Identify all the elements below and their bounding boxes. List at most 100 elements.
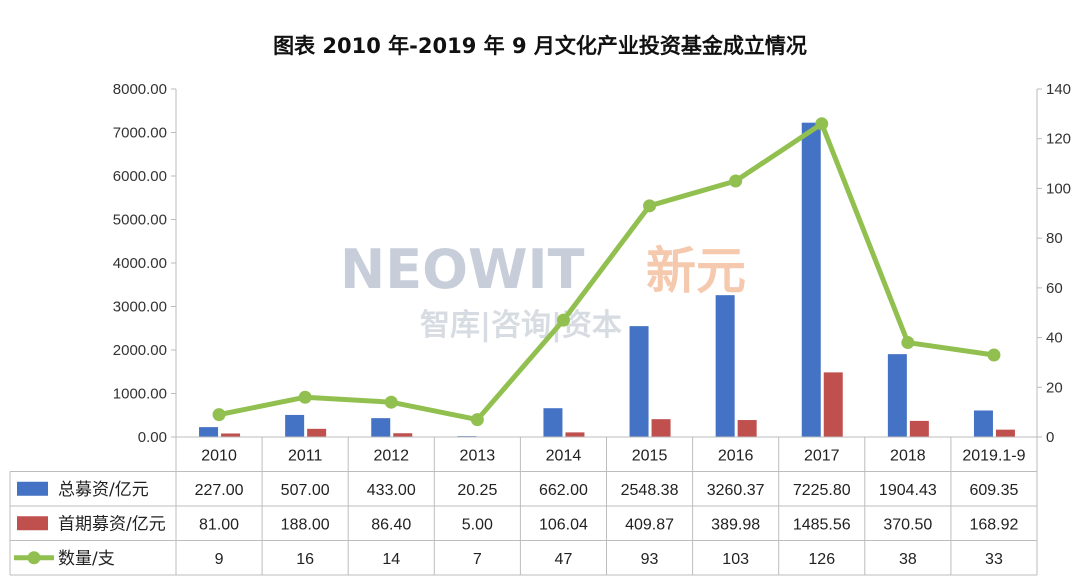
category-label: 2011 bbox=[288, 447, 323, 464]
watermark-brand-cn: 新元 bbox=[646, 242, 746, 300]
data-cell: 662.00 bbox=[539, 482, 588, 499]
bar-total-raised bbox=[543, 408, 563, 437]
data-cell: 1485.56 bbox=[793, 516, 851, 533]
right-axis-tick-label: 40 bbox=[1046, 330, 1063, 347]
series-name-1: 首期募资/亿元 bbox=[58, 514, 166, 534]
bar-total-raised bbox=[973, 410, 993, 437]
right-axis-tick-label: 120 bbox=[1046, 131, 1071, 148]
right-axis-tick-label: 100 bbox=[1046, 180, 1071, 197]
data-table: 2010 2011 2012 2013 2014 2015 2016 2017 2018 2019… bbox=[9, 436, 1038, 576]
category-label: 2016 bbox=[718, 447, 754, 464]
bar-total-raised bbox=[199, 427, 219, 437]
right-axis-tick-label: 20 bbox=[1046, 379, 1063, 396]
axes: 0.00 1000.00 2000.00 3000.00 4000.00 5000.00 6… bbox=[113, 81, 1071, 446]
bar-total-raised bbox=[629, 326, 649, 437]
legend-key-1 bbox=[17, 516, 48, 531]
count-series-line bbox=[218, 121, 995, 423]
data-cell: 188.00 bbox=[281, 516, 330, 533]
count-point bbox=[815, 117, 829, 131]
data-cell: 7225.80 bbox=[793, 482, 851, 499]
data-cell: 81.00 bbox=[199, 516, 239, 533]
right-axis-tick-label: 0 bbox=[1046, 429, 1054, 446]
data-cell: 1904.43 bbox=[879, 482, 937, 499]
left-axis-tick-label: 7000.00 bbox=[113, 125, 167, 142]
bars bbox=[199, 122, 1015, 437]
watermark-tagline: 智库|咨询|资本 bbox=[420, 308, 622, 343]
data-cell: 16 bbox=[296, 551, 314, 568]
bar-total-raised bbox=[715, 295, 735, 437]
left-axis-tick-label: 4000.00 bbox=[113, 255, 167, 272]
data-cell: 389.98 bbox=[711, 516, 760, 533]
count-point bbox=[298, 390, 312, 404]
bar-first-raised bbox=[823, 372, 843, 437]
bar-first-raised bbox=[307, 428, 327, 437]
series-name-2: 数量/支 bbox=[58, 549, 115, 569]
bar-total-raised bbox=[801, 122, 821, 437]
left-axis-tick-label: 5000.00 bbox=[113, 212, 167, 229]
data-cell: 433.00 bbox=[367, 482, 416, 499]
count-point bbox=[384, 395, 398, 409]
bar-first-raised bbox=[565, 432, 585, 437]
category-label: 2014 bbox=[546, 447, 582, 464]
bar-first-raised bbox=[995, 429, 1015, 437]
data-cell: 227.00 bbox=[195, 482, 244, 499]
data-cell: 33 bbox=[985, 551, 1003, 568]
count-point bbox=[556, 313, 570, 327]
legend-key-marker bbox=[27, 551, 41, 565]
data-cell: 370.50 bbox=[883, 516, 932, 533]
bar-total-raised bbox=[285, 414, 305, 437]
data-cell: 5.00 bbox=[462, 516, 493, 533]
category-label: 2019.1-9 bbox=[962, 447, 1025, 464]
data-cell: 14 bbox=[382, 551, 400, 568]
count-point bbox=[987, 348, 1001, 362]
watermark-brand: NEOWIT bbox=[340, 238, 585, 301]
bar-first-raised bbox=[909, 420, 929, 437]
count-point bbox=[729, 174, 743, 188]
data-cell: 106.04 bbox=[539, 516, 588, 533]
count-line bbox=[212, 117, 1001, 427]
data-cell: 38 bbox=[899, 551, 917, 568]
data-cell: 409.87 bbox=[625, 516, 674, 533]
data-cell: 609.35 bbox=[969, 482, 1018, 499]
left-axis-tick-label: 6000.00 bbox=[113, 168, 167, 185]
data-cell: 86.40 bbox=[371, 516, 411, 533]
bar-first-raised bbox=[393, 433, 413, 437]
count-point bbox=[643, 199, 657, 213]
left-axis-tick-label: 0.00 bbox=[138, 429, 167, 446]
count-point bbox=[212, 408, 226, 422]
chart-title: 图表 2010 年-2019 年 9 月文化产业投资基金成立情况 bbox=[273, 34, 807, 58]
category-label: 2010 bbox=[201, 447, 237, 464]
data-cell: 93 bbox=[641, 551, 659, 568]
left-axis-tick-label: 1000.00 bbox=[113, 386, 167, 403]
data-cell: 7 bbox=[473, 551, 482, 568]
data-cell: 20.25 bbox=[457, 482, 497, 499]
count-point bbox=[470, 413, 484, 427]
data-cell: 103 bbox=[722, 551, 749, 568]
watermark: NEOWIT 新元 智库|咨询|资本 bbox=[340, 238, 746, 343]
data-cell: 507.00 bbox=[281, 482, 330, 499]
category-label: 2012 bbox=[373, 447, 409, 464]
count-point bbox=[901, 336, 915, 350]
bar-total-raised bbox=[887, 354, 907, 437]
series-name-0: 总募资/亿元 bbox=[58, 480, 149, 500]
category-label: 2013 bbox=[460, 447, 496, 464]
data-cell: 3260.37 bbox=[707, 482, 765, 499]
data-cell: 2548.38 bbox=[621, 482, 679, 499]
data-cell: 126 bbox=[808, 551, 835, 568]
left-axis-tick-label: 8000.00 bbox=[113, 81, 167, 98]
left-axis-tick-label: 3000.00 bbox=[113, 299, 167, 316]
right-axis-tick-label: 60 bbox=[1046, 280, 1063, 297]
category-label: 2017 bbox=[804, 447, 840, 464]
data-cell: 9 bbox=[215, 551, 224, 568]
data-cell: 168.92 bbox=[969, 516, 1018, 533]
data-cell: 47 bbox=[555, 551, 573, 568]
bar-first-raised bbox=[651, 419, 671, 437]
bar-first-raised bbox=[737, 420, 757, 437]
bar-total-raised bbox=[371, 418, 391, 437]
bar-first-raised bbox=[221, 433, 241, 437]
left-axis-tick-label: 2000.00 bbox=[113, 342, 167, 359]
right-axis-tick-label: 80 bbox=[1046, 230, 1063, 247]
right-axis-tick-label: 140 bbox=[1046, 81, 1071, 98]
category-label: 2018 bbox=[890, 447, 926, 464]
